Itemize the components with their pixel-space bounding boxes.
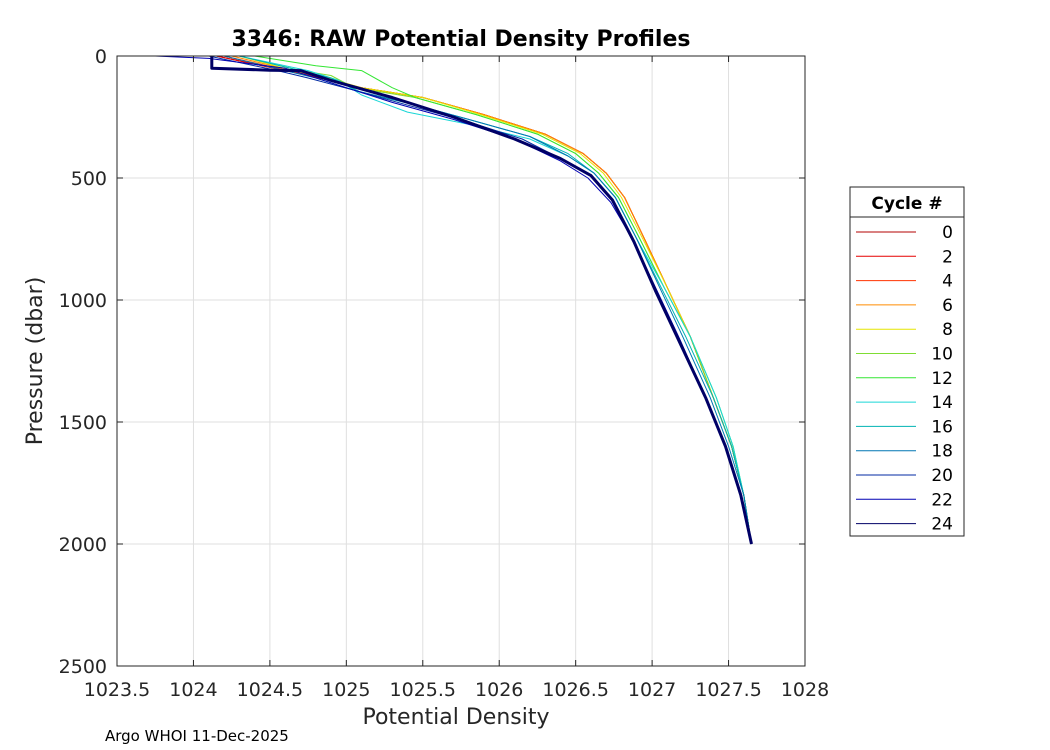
legend-title: Cycle # [871, 194, 942, 214]
legend-label: 0 [942, 223, 953, 243]
x-tick-label: 1023.5 [84, 679, 150, 701]
y-tick-label: 500 [71, 168, 107, 190]
x-tick-label: 1026.5 [542, 679, 608, 701]
legend-label: 6 [942, 296, 953, 316]
chart-title: 3346: RAW Potential Density Profiles [232, 27, 691, 52]
x-tick-label: 1027.5 [695, 679, 761, 701]
legend-label: 14 [931, 393, 953, 413]
y-axis-label: Pressure (dbar) [23, 277, 48, 446]
x-tick-label: 1024 [169, 679, 217, 701]
x-tick-label: 1025 [322, 679, 370, 701]
legend-label: 18 [931, 442, 953, 462]
x-tick-label: 1024.5 [237, 679, 303, 701]
y-tick-label: 0 [95, 46, 107, 68]
x-tick-label: 1027 [628, 679, 676, 701]
x-tick-label: 1025.5 [390, 679, 456, 701]
y-tick-label: 2000 [59, 534, 107, 556]
legend-label: 24 [931, 515, 953, 535]
x-tick-label: 1026 [475, 679, 523, 701]
y-tick-label: 1500 [59, 412, 107, 434]
x-tick-label: 1028 [781, 679, 829, 701]
legend-label: 22 [931, 490, 953, 510]
series-line-cycle-24 [210, 56, 753, 545]
plot-lines [155, 55, 753, 545]
legend-label: 12 [931, 369, 953, 389]
legend-label: 4 [942, 272, 953, 292]
y-tick-label: 2500 [59, 656, 107, 678]
x-axis-label: Potential Density [362, 705, 549, 730]
axis-ticks: 1023.5 1024 1024.5 1025 1025.5 1026 1026.5 1027… [59, 46, 830, 701]
grid [116, 55, 806, 667]
legend-label: 8 [942, 320, 953, 340]
footer-credit: Argo WHOI 11-Dec-2025 [105, 727, 289, 745]
legend-label: 20 [931, 466, 953, 486]
legend-label: 10 [931, 345, 953, 365]
y-tick-label: 1000 [59, 290, 107, 312]
legend-box [849, 186, 965, 537]
plot-area-frame [116, 55, 806, 667]
legend-label: 16 [931, 417, 953, 437]
legend-label: 2 [942, 247, 953, 267]
